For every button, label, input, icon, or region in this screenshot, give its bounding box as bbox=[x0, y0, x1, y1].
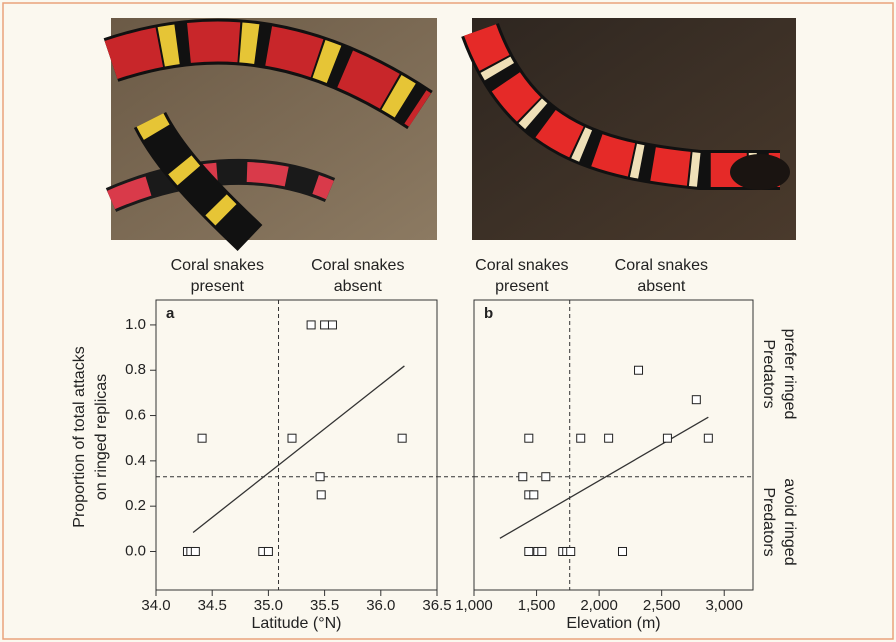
point bbox=[264, 547, 272, 555]
point bbox=[398, 434, 406, 442]
x-axis-label: Elevation (m) bbox=[566, 615, 660, 632]
point bbox=[317, 491, 325, 499]
header-right: absent bbox=[637, 278, 686, 295]
point bbox=[288, 434, 296, 442]
header-left: Coral snakes bbox=[475, 257, 568, 274]
point bbox=[542, 473, 550, 481]
photo-right bbox=[472, 18, 796, 240]
y-tick-label: 0.6 bbox=[125, 407, 146, 424]
y-axis-label: on ringed replicas bbox=[93, 374, 110, 500]
x-tick-label: 1,000 bbox=[455, 597, 493, 614]
point bbox=[525, 434, 533, 442]
header-right: absent bbox=[334, 278, 383, 295]
x-tick-label: 36.5 bbox=[422, 597, 451, 614]
header-left: present bbox=[191, 278, 245, 295]
point bbox=[577, 434, 585, 442]
point bbox=[525, 547, 533, 555]
y-tick-label: 0.4 bbox=[125, 452, 146, 469]
x-tick-label: 36.0 bbox=[366, 597, 395, 614]
point bbox=[191, 547, 199, 555]
side-label-bottom: avoid ringed bbox=[781, 478, 798, 565]
point bbox=[328, 321, 336, 329]
x-tick-label: 1,500 bbox=[518, 597, 556, 614]
x-tick-label: 3,000 bbox=[705, 597, 743, 614]
point bbox=[605, 434, 613, 442]
point bbox=[530, 491, 538, 499]
header-right: Coral snakes bbox=[311, 257, 404, 274]
side-label-top: Predators bbox=[760, 339, 777, 408]
point bbox=[538, 547, 546, 555]
page: {"chart_data": [ {"type": "scatter", "pa… bbox=[0, 0, 896, 642]
point bbox=[663, 434, 671, 442]
x-tick-label: 2,000 bbox=[580, 597, 618, 614]
point bbox=[567, 547, 575, 555]
x-tick-label: 34.0 bbox=[141, 597, 170, 614]
x-tick-label: 35.0 bbox=[254, 597, 283, 614]
panel-label: a bbox=[166, 305, 175, 322]
point bbox=[519, 473, 527, 481]
point bbox=[704, 434, 712, 442]
y-axis-label: Proportion of total attacks bbox=[71, 346, 88, 527]
point bbox=[198, 434, 206, 442]
y-tick-label: 0.8 bbox=[125, 361, 146, 378]
side-label-top: prefer ringed bbox=[781, 329, 798, 420]
x-axis-label: Latitude (°N) bbox=[252, 615, 342, 632]
panel-label: b bbox=[484, 305, 493, 322]
point bbox=[692, 396, 700, 404]
y-tick-label: 0.2 bbox=[125, 497, 146, 514]
point bbox=[635, 366, 643, 374]
y-tick-label: 0.0 bbox=[125, 542, 146, 559]
x-tick-label: 35.5 bbox=[310, 597, 339, 614]
header-right: Coral snakes bbox=[615, 257, 708, 274]
point bbox=[316, 473, 324, 481]
x-tick-label: 34.5 bbox=[198, 597, 227, 614]
point bbox=[307, 321, 315, 329]
point bbox=[619, 547, 627, 555]
figure: Coral snakes present Coral snakes absent a 34… bbox=[0, 0, 896, 642]
point bbox=[321, 321, 329, 329]
y-tick-label: 1.0 bbox=[125, 316, 146, 333]
header-left: Coral snakes bbox=[171, 257, 264, 274]
photo-left bbox=[111, 18, 437, 240]
header-left: present bbox=[495, 278, 549, 295]
x-tick-label: 2,500 bbox=[643, 597, 681, 614]
side-label-bottom: Predators bbox=[760, 487, 777, 556]
